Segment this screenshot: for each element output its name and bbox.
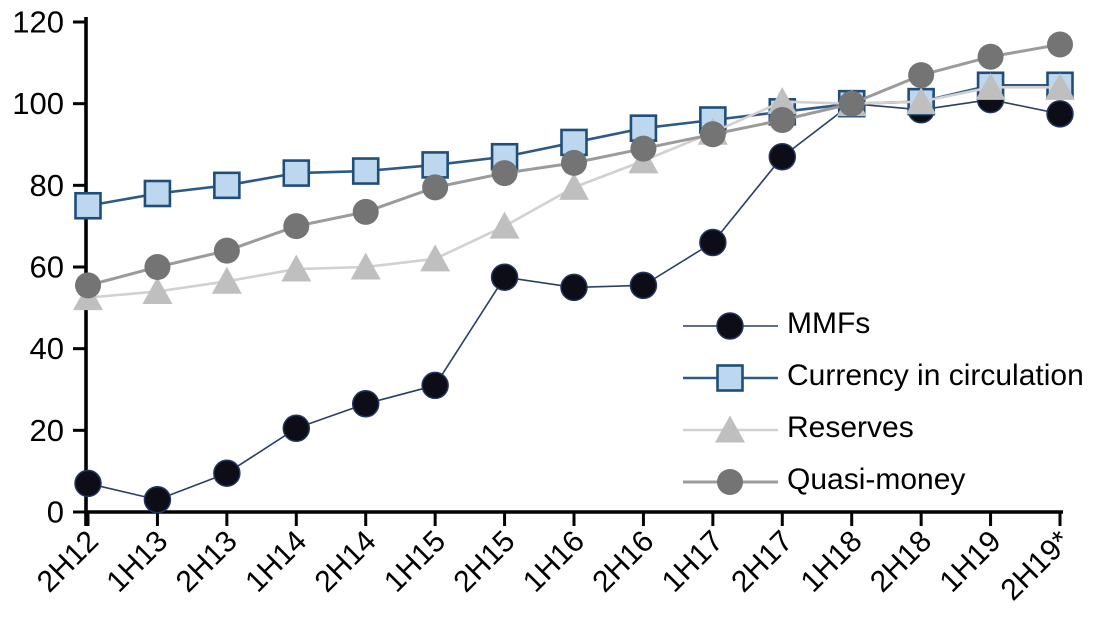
x-tick-label: 2H18 xyxy=(864,525,938,599)
legend-item-quasi-money: Quasi-money xyxy=(683,456,1113,508)
y-tick-label: 40 xyxy=(30,331,64,366)
legend-label-quasi-money: Quasi-money xyxy=(787,463,966,496)
x-tick-label: 2H12 xyxy=(31,525,105,599)
x-tick-label: 2H16 xyxy=(586,525,660,599)
x-tick-label: 1H15 xyxy=(378,525,452,599)
reserves-marker-icon xyxy=(683,415,778,443)
x-tick-label: 1H16 xyxy=(517,525,591,599)
x-tick-label: 2H14 xyxy=(309,525,383,599)
legend-item-mmfs: MMFs xyxy=(683,300,1113,352)
legend-label-reserves: Reserves xyxy=(787,411,914,444)
x-tick-label: 1H14 xyxy=(239,525,313,599)
legend-label-mmfs: MMFs xyxy=(787,307,871,340)
y-tick-label: 60 xyxy=(30,250,64,285)
y-tick-label: 0 xyxy=(47,495,64,530)
x-tick-label: 2H19* xyxy=(995,524,1078,607)
x-tick-label: 1H17 xyxy=(656,525,730,599)
x-tick-label: 2H15 xyxy=(447,525,521,599)
currency-marker-icon xyxy=(683,364,778,392)
y-axis-ticks: 0 20 40 60 80 100 120 xyxy=(12,5,86,530)
y-tick-label: 100 xyxy=(12,86,64,121)
legend-label-currency-in-circulation: Currency in circulation xyxy=(787,359,1084,392)
x-tick-label: 1H19 xyxy=(933,525,1007,599)
x-tick-label: 2H13 xyxy=(170,525,244,599)
quasi-money-marker-icon xyxy=(683,469,778,495)
mmfs-marker-icon xyxy=(683,312,778,340)
x-tick-label: 1H13 xyxy=(100,525,174,599)
legend-item-reserves: Reserves xyxy=(683,404,1113,456)
series-quasi-money xyxy=(75,31,1073,299)
y-tick-label: 20 xyxy=(30,413,64,448)
x-axis-ticks: 2H121H132H131H142H141H152H151H162H161H17… xyxy=(31,512,1077,607)
legend-item-currency-in-circulation: Currency in circulation xyxy=(683,352,1113,404)
y-tick-label: 120 xyxy=(12,5,64,40)
x-tick-label: 1H18 xyxy=(795,525,869,599)
x-tick-label: 2H17 xyxy=(725,525,799,599)
y-tick-label: 80 xyxy=(30,168,64,203)
legend: MMFs Currency in circulation Reserves Qu… xyxy=(683,300,1113,508)
